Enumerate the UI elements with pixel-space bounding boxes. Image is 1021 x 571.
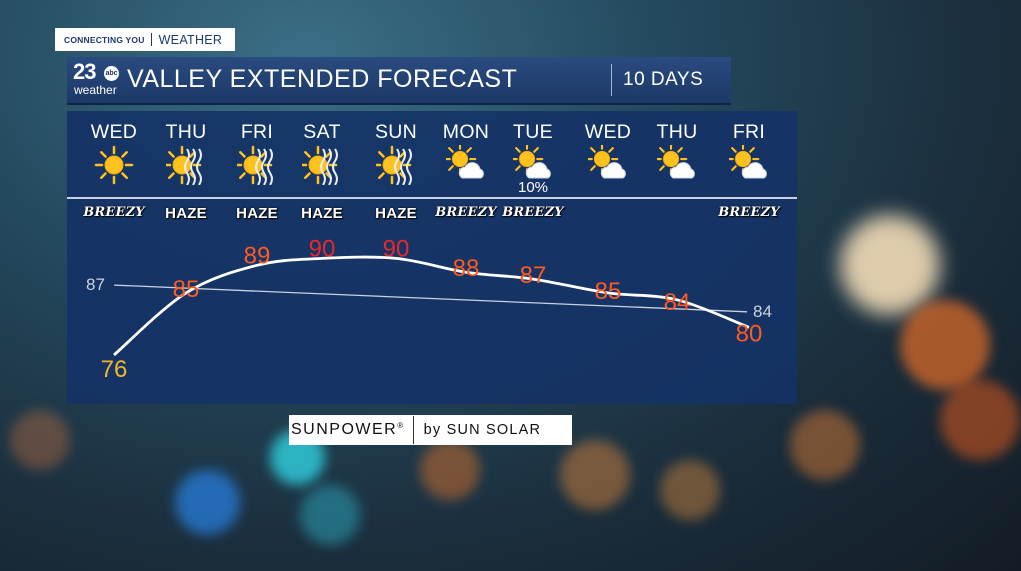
- sun-haze-icon: [233, 145, 277, 186]
- partly-cloudy-icon: [510, 142, 553, 185]
- sun-haze-icon: [162, 145, 206, 186]
- title-bar: 23 abc weather VALLEY EXTENDED FORECAST …: [67, 57, 731, 105]
- high-temp-value: 85: [173, 276, 200, 303]
- divider-line: [67, 197, 797, 199]
- high-temp-value: 89: [244, 242, 271, 269]
- day-label: WED: [584, 121, 632, 143]
- sun-haze-icon: [372, 145, 416, 186]
- condition-label: BREEZY: [435, 205, 497, 220]
- normal-temp-line: [113, 284, 748, 313]
- title-divider: [611, 64, 612, 96]
- bokeh-light: [10, 410, 70, 470]
- high-temp-value: 80: [736, 320, 763, 347]
- condition-label: HAZE: [165, 205, 207, 222]
- day-label: FRI: [732, 121, 766, 143]
- bokeh-light: [940, 380, 1020, 460]
- logo-number: 23: [73, 59, 97, 84]
- station-logo: 23 abc weather: [71, 59, 123, 99]
- condition-label: BREEZY: [83, 205, 145, 220]
- high-temp-value: 76: [101, 356, 128, 383]
- sponsor-registered-mark: ®: [397, 421, 405, 430]
- bokeh-light: [560, 440, 630, 510]
- logo-network: abc: [104, 66, 119, 81]
- partly-cloudy-icon: [726, 142, 769, 185]
- partly-cloudy-icon: [654, 142, 697, 185]
- network-tag: CONNECTING YOU WEATHER: [55, 28, 235, 51]
- sponsor-by: by SUN SOLAR: [423, 422, 542, 438]
- sponsor-brand-text: SUNPOWER: [291, 421, 398, 438]
- high-temp-value: 87: [520, 262, 547, 289]
- high-temp-value: 90: [383, 235, 410, 262]
- high-temp-value: 84: [664, 289, 691, 316]
- day-label: THU: [165, 121, 207, 143]
- high-temp-value: 88: [453, 255, 480, 282]
- precip-chance: 10%: [517, 179, 549, 196]
- normal-temp-start: 87: [86, 275, 105, 294]
- condition-label: HAZE: [375, 205, 417, 222]
- condition-label: BREEZY: [502, 205, 564, 220]
- bokeh-light: [790, 410, 860, 480]
- sponsor-banner: SUNPOWER® by SUN SOLAR: [289, 415, 572, 445]
- partly-cloudy-icon: [585, 142, 628, 185]
- sponsor-brand: SUNPOWER®: [289, 421, 405, 439]
- bokeh-light: [420, 440, 480, 500]
- condition-label: HAZE: [236, 205, 278, 222]
- tag-weather: WEATHER: [158, 32, 223, 47]
- high-temp-line: [113, 255, 750, 357]
- day-label: SUN: [374, 121, 418, 143]
- sun-haze-icon: [298, 145, 342, 186]
- bokeh-light: [900, 300, 990, 390]
- day-label: SAT: [303, 121, 341, 143]
- sponsor-divider: [412, 416, 414, 444]
- bokeh-light: [840, 215, 940, 315]
- day-label: THU: [656, 121, 698, 143]
- tag-connecting: CONNECTING YOU: [64, 34, 145, 45]
- condition-label: BREEZY: [718, 205, 780, 220]
- range-label: 10 DAYS: [623, 69, 704, 90]
- bokeh-light: [300, 485, 360, 545]
- day-label: TUE: [513, 121, 553, 143]
- bokeh-light: [660, 460, 720, 520]
- day-label: WED: [90, 121, 138, 143]
- day-label: MON: [442, 121, 490, 143]
- normal-temp-end: 84: [753, 302, 772, 321]
- logo-sub: weather: [74, 83, 117, 97]
- high-temp-value: 85: [595, 278, 622, 305]
- bokeh-light: [175, 470, 240, 535]
- forecast-panel: WED BREEZY THU HAZE FRI HAZE SAT HAZE SUN HAZE MON…: [67, 111, 797, 404]
- condition-label: HAZE: [301, 205, 343, 222]
- day-label: FRI: [240, 121, 274, 143]
- page-title: VALLEY EXTENDED FORECAST: [127, 65, 518, 93]
- tag-divider: [150, 33, 152, 46]
- high-temp-value: 90: [309, 235, 336, 262]
- partly-cloudy-icon: [443, 142, 486, 185]
- sun-icon: [94, 145, 134, 185]
